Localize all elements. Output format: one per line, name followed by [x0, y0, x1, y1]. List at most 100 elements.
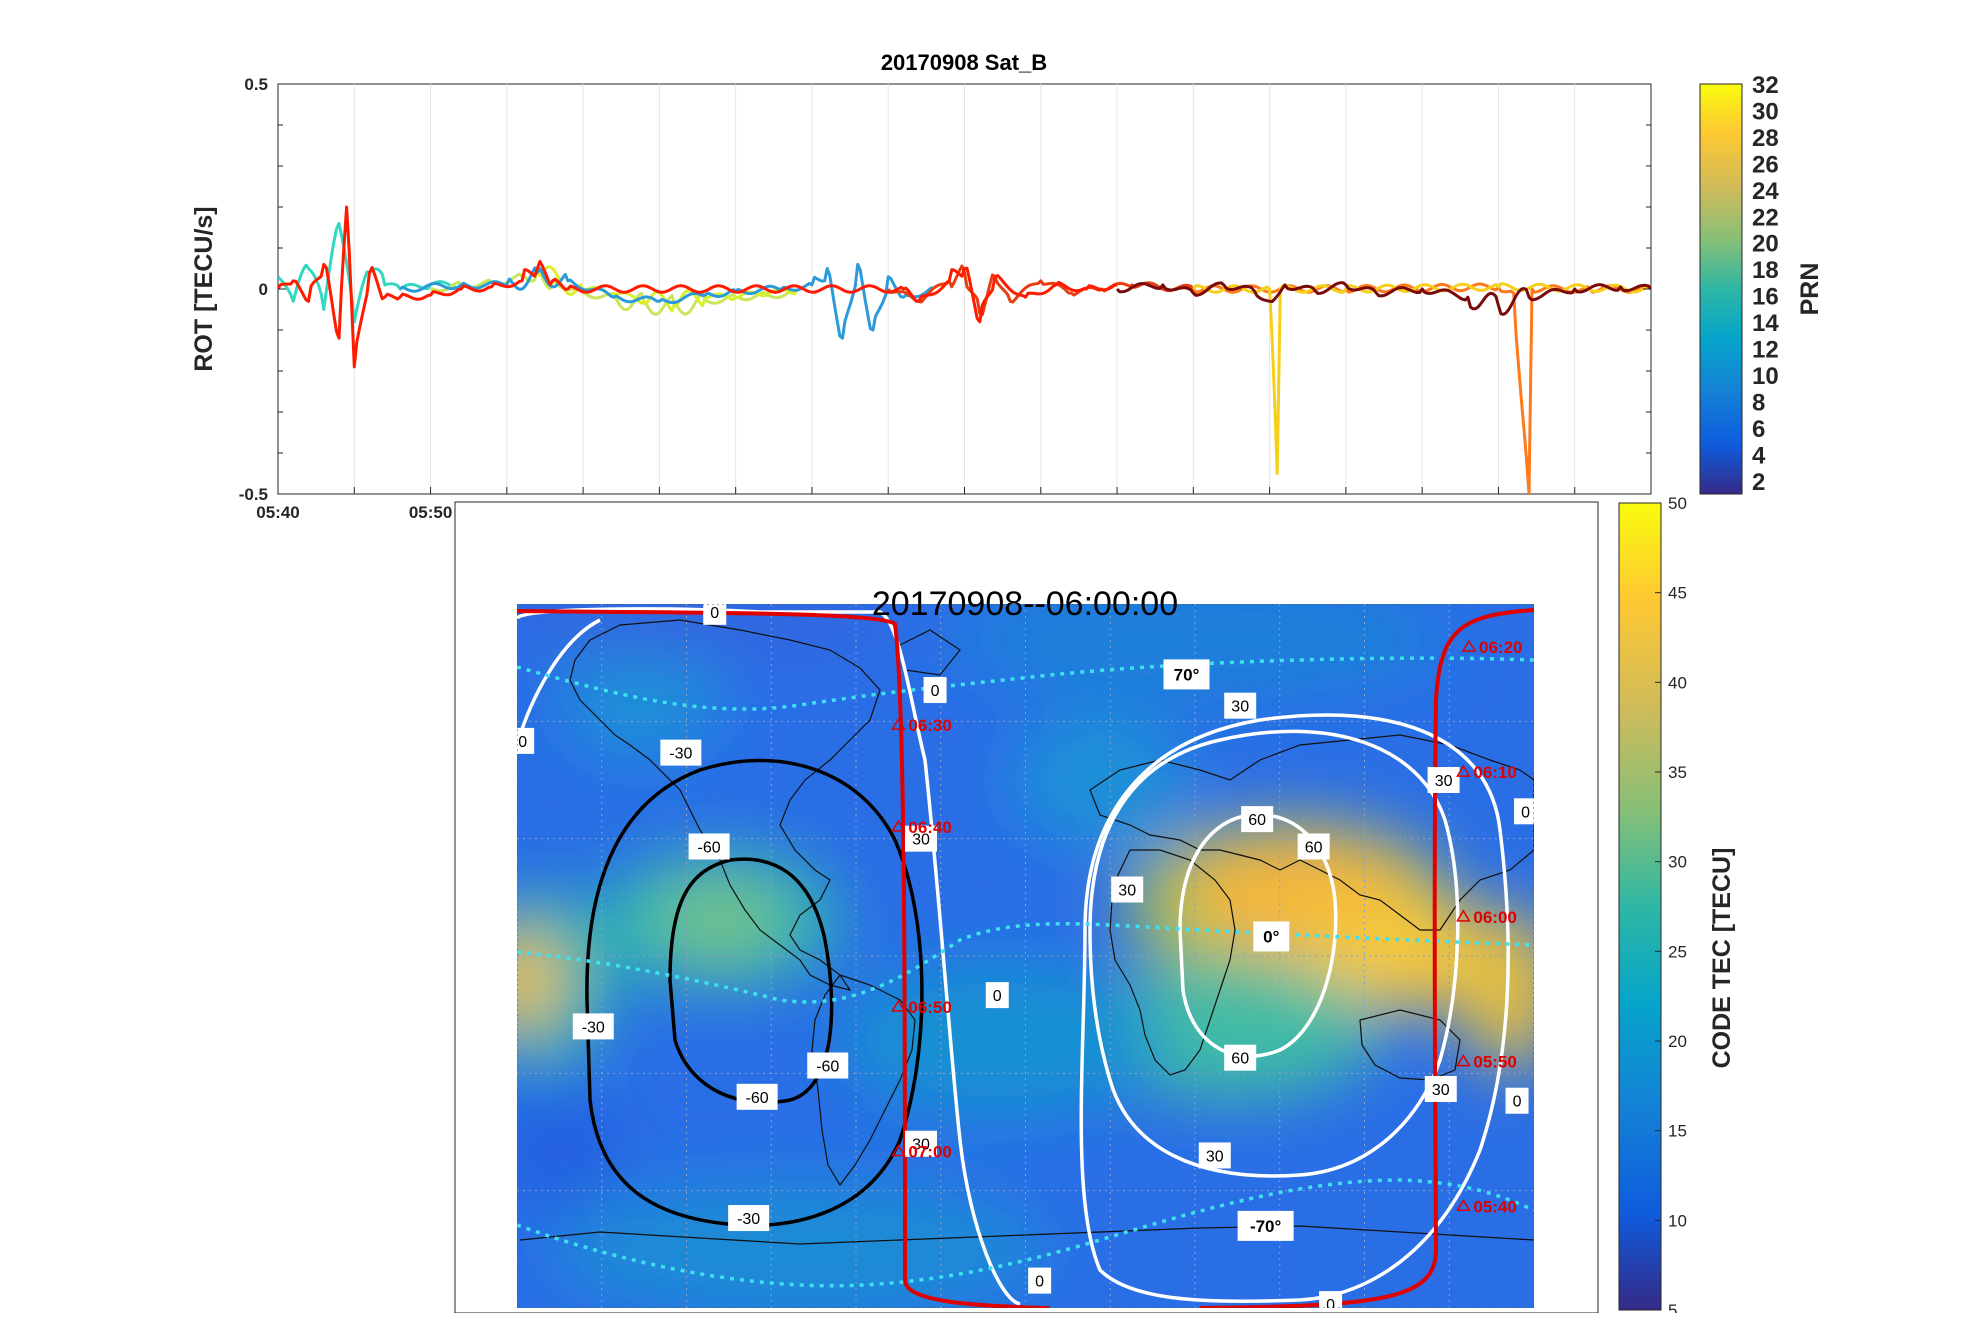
contour-label-box — [1505, 1087, 1529, 1114]
prn-tick-label: 26 — [1752, 151, 1779, 178]
tec-tick-label: 5 — [1668, 1301, 1677, 1313]
map-plot-area: 0 0 0 0 0 0 0 0 -30 -60 -60 -60 -30 -30 30 30 30 30 30 30 30… — [517, 604, 1534, 1313]
contour-label: 0 — [1521, 804, 1530, 821]
africa-coast — [1109, 849, 1236, 1076]
contour-label: 30 — [1231, 699, 1249, 716]
track-time-label: 07:10 — [1021, 1307, 1064, 1313]
track-time-label: 06:40 — [908, 818, 951, 837]
rot-series-line — [399, 262, 935, 340]
contour-label: -30 — [737, 1211, 760, 1228]
rot-series-line — [278, 205, 1118, 369]
contours — [517, 607, 1510, 1306]
tec-tick-label: 50 — [1668, 494, 1687, 513]
tec-colorbar-gradient — [1618, 502, 1662, 1311]
track-marker — [891, 819, 906, 832]
contour-label-box — [1241, 806, 1274, 833]
track-marker — [1461, 639, 1477, 652]
geomagnetic-latitude-lines — [517, 656, 1534, 1288]
contour-label-box — [904, 1130, 937, 1157]
antarctica-coast — [519, 1225, 1534, 1245]
contour-label: 0 — [993, 988, 1002, 1005]
track-time-label: 06:30 — [908, 716, 951, 735]
prn-tick-label: 6 — [1752, 416, 1765, 443]
rot-x-tick-label: 05:40 — [256, 503, 299, 522]
rot-y-ticks: 0.5 0 -0.5 — [239, 75, 1651, 504]
prn-colorbar-label: PRN — [1796, 263, 1824, 316]
track-marker — [1456, 909, 1471, 922]
contour-label: 60 — [1305, 839, 1323, 856]
latitude-label-box — [1237, 1210, 1294, 1241]
contour-label-box — [1224, 692, 1257, 719]
track-east-leg — [1199, 608, 1534, 1308]
tec-tick-label: 45 — [1668, 584, 1687, 603]
track-marker — [1456, 1198, 1471, 1212]
contour-label: -60 — [746, 1090, 769, 1107]
prn-tick-label: 14 — [1752, 310, 1779, 337]
rot-title: 20170908 Sat_B — [881, 50, 1047, 75]
tec-colorbar-label: CODE TEC [TECU] — [1708, 848, 1736, 1069]
contour-label: -60 — [816, 1059, 839, 1076]
contour-0-east — [1079, 713, 1510, 1304]
australia-coast — [1359, 1009, 1461, 1081]
contour-label-box — [1297, 833, 1330, 860]
prn-colorbar-gradient — [1699, 83, 1743, 495]
contour-label-box — [736, 1083, 778, 1110]
contour-label: -30 — [669, 746, 692, 763]
tec-tick-label: 35 — [1668, 763, 1687, 782]
track-time-label: 06:00 — [1473, 908, 1516, 927]
track-time-label: 06:50 — [908, 998, 951, 1017]
contour-label-box — [572, 1013, 614, 1040]
contour-label: 0 — [1035, 1274, 1044, 1291]
contour-label: -60 — [698, 839, 721, 856]
latitude-labels: 70° 0° -70° — [1163, 659, 1294, 1241]
contour-label-box — [1424, 1075, 1457, 1102]
contour-label: 30 — [1435, 773, 1453, 790]
latitude-label: 70° — [1174, 665, 1200, 684]
contour-0-west — [517, 607, 1021, 1306]
contour-label-box — [807, 1052, 849, 1079]
rot-series-group — [278, 205, 1651, 494]
rot-series-line — [1115, 281, 1651, 316]
prn-tick-label: 8 — [1752, 389, 1765, 416]
prn-tick-label: 32 — [1752, 72, 1779, 99]
map-grid — [517, 604, 1534, 1308]
prn-tick-label: 30 — [1752, 98, 1779, 125]
prn-tick-label: 2 — [1752, 469, 1765, 496]
contour-label-box — [728, 1205, 770, 1232]
north-america-coast — [569, 619, 881, 991]
prn-tick-label: 16 — [1752, 284, 1779, 311]
contour-label-box — [1319, 1291, 1343, 1308]
rot-y-tick-label: 0 — [259, 280, 268, 299]
contour-label-box — [517, 727, 535, 754]
rot-y-tick-label: -0.5 — [239, 485, 268, 504]
latitude-label: 0° — [1263, 927, 1279, 946]
contour-label: 60 — [1231, 1051, 1249, 1068]
contour-label: 0 — [931, 683, 940, 700]
contour-label: 0 — [518, 734, 527, 751]
tec-tick-label: 40 — [1668, 673, 1687, 692]
lat-70-line — [517, 656, 1534, 711]
track-time-label: 06:20 — [1479, 638, 1522, 657]
satellite-track — [517, 608, 1534, 1308]
eurasia-coast — [1089, 734, 1534, 931]
latitude-label-box — [1253, 921, 1290, 952]
track-time-label: 07:00 — [908, 1143, 951, 1162]
map-title: 20170908--06:00:00 — [872, 585, 1178, 623]
contour-label: 30 — [1432, 1082, 1450, 1099]
contour-label-box — [660, 739, 702, 766]
tec-tick-label: 25 — [1668, 942, 1687, 961]
contour-label-box — [1028, 1267, 1052, 1294]
contour-label: 0 — [1326, 1297, 1335, 1313]
contour-neg30 — [585, 758, 924, 1228]
track-marker — [891, 999, 906, 1012]
prn-tick-label: 12 — [1752, 337, 1779, 364]
track-time-label: 06:10 — [1473, 763, 1516, 782]
prn-tick-label: 20 — [1752, 231, 1779, 258]
prn-tick-label: 18 — [1752, 257, 1779, 284]
track-marker — [1456, 764, 1471, 777]
contour-label-box — [688, 833, 730, 860]
contour-label-box — [1111, 876, 1144, 903]
